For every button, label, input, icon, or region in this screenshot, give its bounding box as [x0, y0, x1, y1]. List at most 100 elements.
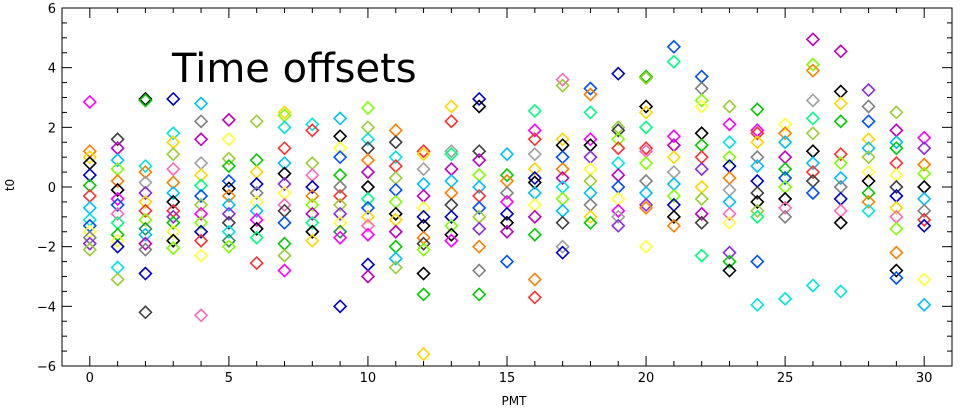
- data-point: [416, 236, 431, 251]
- data-point: [221, 132, 237, 147]
- data-point: [166, 175, 181, 190]
- data-point: [221, 215, 237, 230]
- data-point: [555, 215, 570, 230]
- data-point: [221, 158, 237, 174]
- data-point: [917, 179, 932, 195]
- data-point: [166, 147, 181, 162]
- data-point: [889, 135, 904, 150]
- data-point: [722, 206, 737, 221]
- data-point: [889, 105, 904, 120]
- data-point: [166, 91, 181, 107]
- data-point: [138, 158, 153, 174]
- data-point: [444, 147, 459, 162]
- data-point: [249, 164, 264, 180]
- data-point: [388, 158, 403, 174]
- data-point: [889, 221, 904, 236]
- data-point: [332, 167, 348, 183]
- data-point: [777, 291, 793, 307]
- data-point: [388, 170, 403, 186]
- data-point: [861, 132, 876, 147]
- data-point: [388, 239, 403, 254]
- data-point: [305, 206, 320, 221]
- data-point: [583, 185, 598, 201]
- y-tick-label: −6: [37, 360, 56, 375]
- data-point: [666, 188, 682, 204]
- data-point: [638, 239, 654, 254]
- data-point: [555, 170, 570, 186]
- data-point: [722, 117, 737, 132]
- data-point: [722, 135, 737, 150]
- data-point: [638, 156, 654, 171]
- data-point: [583, 215, 598, 230]
- data-point: [499, 185, 515, 201]
- data-point: [221, 224, 237, 239]
- data-point: [611, 209, 626, 224]
- data-point: [305, 215, 320, 230]
- data-point: [638, 105, 654, 120]
- data-point: [138, 305, 153, 320]
- data-point: [805, 185, 821, 201]
- data-point: [110, 206, 125, 221]
- data-point: [305, 233, 320, 248]
- data-point: [611, 132, 626, 147]
- data-point: [388, 224, 403, 239]
- data-point: [583, 173, 598, 189]
- data-point: [332, 206, 348, 221]
- data-point: [750, 126, 765, 141]
- data-point: [82, 94, 97, 110]
- data-point: [388, 135, 403, 150]
- data-point: [555, 150, 570, 165]
- data-point: [638, 69, 654, 84]
- data-point: [305, 167, 320, 183]
- data-point: [694, 191, 709, 207]
- data-point: [444, 161, 459, 177]
- data-point: [638, 185, 654, 201]
- data-point: [166, 224, 181, 239]
- data-point: [638, 173, 654, 189]
- data-point: [861, 173, 876, 189]
- data-point: [777, 191, 793, 207]
- data-point: [82, 167, 97, 183]
- data-point: [444, 99, 459, 114]
- data-point: [666, 209, 682, 224]
- data-point: [750, 158, 765, 174]
- data-point: [360, 227, 376, 242]
- data-point: [388, 182, 403, 198]
- data-point: [305, 188, 320, 204]
- data-point: [221, 233, 237, 248]
- data-point: [249, 185, 264, 201]
- data-point: [694, 99, 709, 114]
- data-point: [193, 188, 209, 204]
- data-point: [666, 197, 682, 213]
- data-point: [583, 150, 598, 165]
- data-point: [388, 251, 403, 266]
- data-point: [527, 290, 542, 305]
- data-point: [917, 141, 932, 156]
- data-point: [527, 175, 542, 190]
- data-point: [166, 233, 181, 248]
- data-point: [583, 87, 598, 102]
- data-point: [777, 179, 793, 195]
- data-point: [750, 209, 765, 224]
- data-point: [110, 153, 125, 168]
- data-point: [360, 120, 376, 135]
- data-point: [722, 158, 737, 174]
- data-point: [82, 150, 97, 165]
- data-point: [722, 245, 737, 260]
- data-point: [694, 69, 709, 84]
- x-tick-label: 5: [225, 371, 233, 386]
- data-point: [277, 215, 292, 230]
- data-point: [555, 203, 570, 218]
- data-point: [110, 215, 125, 230]
- data-point: [138, 227, 153, 242]
- data-point: [499, 206, 515, 221]
- data-point: [833, 147, 848, 162]
- data-point: [889, 270, 904, 286]
- data-point: [499, 215, 515, 230]
- data-point: [527, 227, 542, 242]
- data-point: [193, 248, 209, 263]
- data-point: [388, 150, 403, 165]
- data-point: [332, 179, 348, 195]
- data-point: [110, 191, 125, 207]
